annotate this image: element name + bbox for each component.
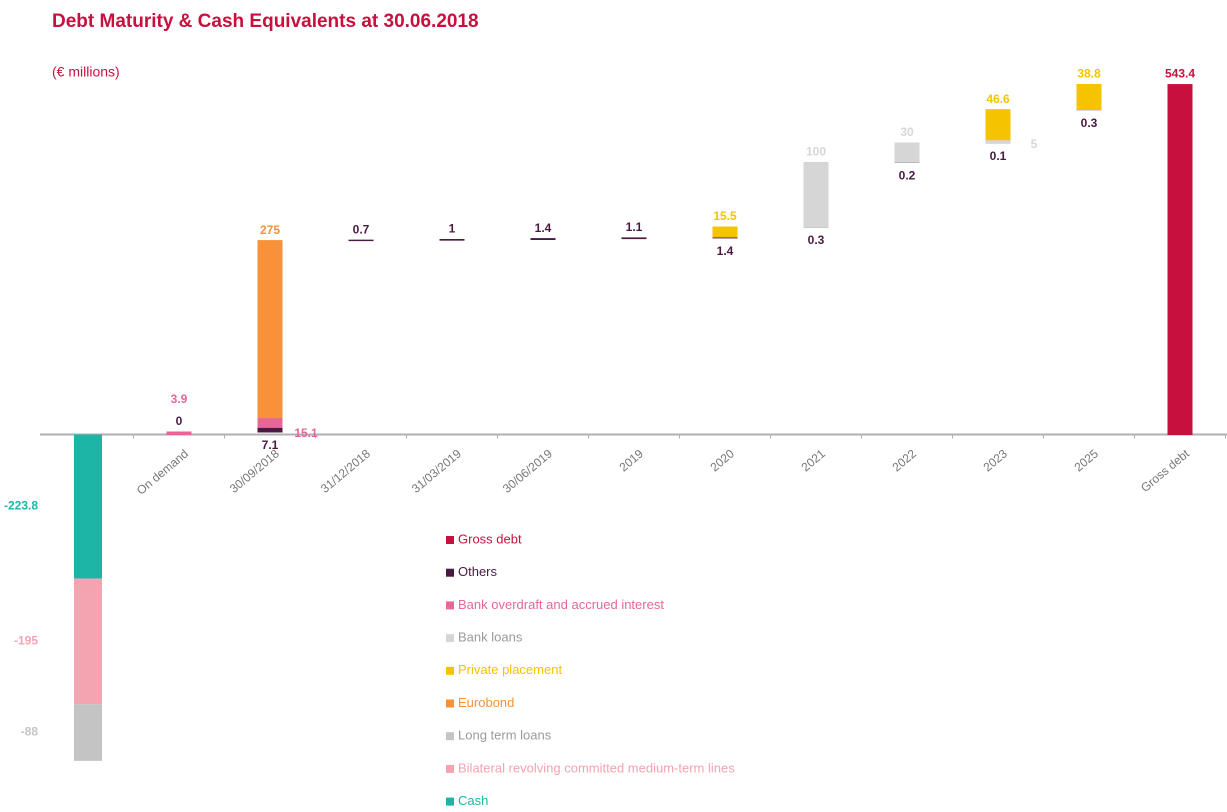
x-tick-label: On demand (134, 447, 191, 498)
x-tick-label: 2022 (890, 446, 920, 474)
data-label: 1.4 (535, 221, 552, 235)
data-label: 3.9 (171, 392, 188, 406)
legend-label: Bank loans (458, 630, 523, 645)
data-label: 100 (806, 145, 826, 159)
data-label: 0.1 (990, 149, 1007, 163)
legend-label: Gross debt (458, 531, 522, 546)
bar-segment (74, 704, 102, 761)
x-tick-label: 31/12/2018 (318, 446, 373, 496)
bar-segment (74, 434, 102, 579)
legend-swatch (446, 797, 454, 806)
data-label: 15.5 (713, 209, 737, 223)
bar-segment (439, 239, 465, 241)
data-label: -88 (21, 725, 39, 739)
legend-swatch (446, 568, 454, 577)
bar-segment (985, 109, 1011, 141)
x-tick-label: 2025 (1072, 446, 1102, 474)
bar-segment (257, 240, 283, 419)
legend-swatch (446, 536, 454, 544)
x-tick-label: 2023 (981, 446, 1011, 474)
bar-segment (257, 426, 283, 433)
legend-label: Bilateral revolving committed medium-ter… (458, 760, 735, 775)
bar-segment (166, 431, 192, 435)
data-label: 15.1 (294, 426, 318, 440)
legend-label: Cash (458, 793, 488, 808)
bar-segment (1076, 84, 1102, 110)
x-tick-label: 31/03/2019 (409, 446, 464, 496)
data-label: 0.3 (1081, 116, 1098, 130)
chart-subtitle: (€ millions) (52, 64, 120, 80)
data-label: -195 (14, 634, 38, 648)
x-tick-label: 2019 (617, 446, 647, 474)
bar-segment (894, 142, 920, 163)
legend-label: Private placement (458, 662, 562, 677)
x-tick-label: 2020 (708, 446, 738, 474)
legend-swatch (446, 699, 454, 708)
data-label: 1 (449, 222, 456, 236)
legend-label: Bank overdraft and accrued interest (458, 597, 664, 612)
data-label: 0.3 (808, 233, 825, 247)
legend-swatch (446, 601, 454, 610)
x-tick-label: 2021 (799, 446, 829, 474)
data-label: 0.7 (353, 222, 370, 236)
data-label: -223.8 (4, 499, 38, 513)
data-label: 30 (900, 125, 914, 139)
data-label: 0.2 (899, 169, 916, 183)
bar-segment (257, 417, 283, 428)
legend-label: Others (458, 564, 498, 579)
data-label: 38.8 (1077, 67, 1101, 81)
bar-segment (803, 161, 829, 228)
legend-swatch (446, 732, 454, 741)
data-label: 1.1 (626, 220, 643, 234)
x-tick-label: Gross debt (1138, 446, 1192, 495)
legend-swatch (446, 634, 454, 643)
data-label: 5 (1031, 137, 1038, 151)
bar-segment (1167, 84, 1193, 435)
data-label: 1.4 (717, 244, 734, 258)
x-tick-label: 30/09/2018 (227, 446, 282, 496)
bar-segment (74, 578, 102, 705)
legend-label: Eurobond (458, 695, 514, 710)
data-label: 7.1 (262, 438, 279, 452)
legend-label: Long term loans (458, 728, 552, 743)
bar-segment (530, 238, 556, 241)
legend-swatch (446, 764, 454, 773)
x-tick-label: 30/06/2019 (500, 446, 555, 496)
data-label: 46.6 (986, 92, 1010, 106)
bar-segment (712, 226, 738, 238)
chart-title: Debt Maturity & Cash Equivalents at 30.0… (52, 11, 479, 32)
data-label: 543.4 (1165, 67, 1195, 81)
legend-swatch (446, 666, 454, 675)
data-label: 275 (260, 223, 280, 237)
bar-segment (621, 237, 647, 240)
data-label: 0 (176, 414, 183, 428)
